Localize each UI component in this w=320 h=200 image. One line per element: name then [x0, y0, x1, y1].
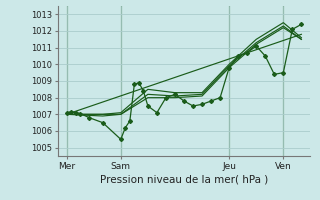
- X-axis label: Pression niveau de la mer( hPa ): Pression niveau de la mer( hPa ): [100, 175, 268, 185]
